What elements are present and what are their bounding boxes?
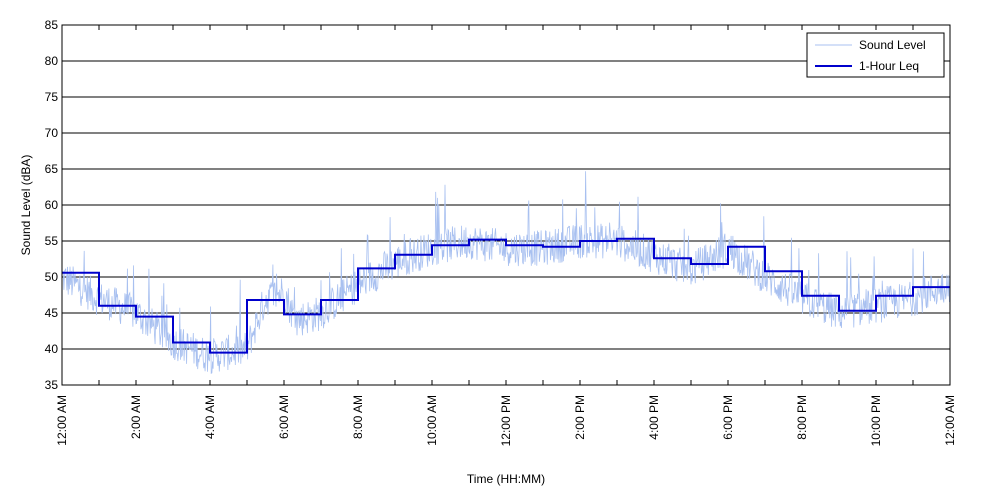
y-tick-label: 65 xyxy=(45,162,59,176)
x-tick-label: 12:00 AM xyxy=(55,395,69,446)
y-tick-label: 35 xyxy=(45,378,59,392)
x-tick-labels: 12:00 AM 2:00 AM 4:00 AM 6:00 AM 8:00 AM 10:0… xyxy=(55,395,957,446)
x-axis-title: Time (HH:MM) xyxy=(467,472,545,486)
x-tick-label: 6:00 PM xyxy=(721,395,735,440)
y-tick-label: 40 xyxy=(45,342,59,356)
x-tick-label: 6:00 AM xyxy=(277,395,291,439)
x-tick-label: 10:00 PM xyxy=(869,395,883,446)
y-tick-label: 70 xyxy=(45,126,59,140)
legend-label-leq: 1-Hour Leq xyxy=(859,59,919,73)
y-tick-label: 45 xyxy=(45,306,59,320)
x-tick-label: 10:00 AM xyxy=(425,395,439,446)
x-tick-label: 2:00 PM xyxy=(573,395,587,440)
y-tick-label: 60 xyxy=(45,198,59,212)
x-tick-label: 12:00 AM xyxy=(943,395,957,446)
x-tick-label: 12:00 PM xyxy=(499,395,513,446)
series-1-hour-leq-line xyxy=(62,237,950,354)
x-tick-label: 8:00 PM xyxy=(795,395,809,440)
y-tick-label: 80 xyxy=(45,54,59,68)
x-tick-label: 4:00 AM xyxy=(203,395,217,439)
x-tick-label: 8:00 AM xyxy=(351,395,365,439)
x-ticks xyxy=(61,25,951,385)
y-axis-title: Sound Level (dBA) xyxy=(19,155,33,256)
legend-label-sound-level: Sound Level xyxy=(859,38,926,52)
x-tick-label: 2:00 AM xyxy=(129,395,143,439)
plot-frame xyxy=(61,24,951,386)
legend-box xyxy=(806,32,945,78)
y-tick-label: 50 xyxy=(45,270,59,284)
x-tick-label: 4:00 PM xyxy=(647,395,661,440)
y-tick-label: 75 xyxy=(45,90,59,104)
legend: Sound Level 1-Hour Leq xyxy=(806,32,945,78)
y-tick-label: 85 xyxy=(45,18,59,32)
series-layer xyxy=(61,171,951,374)
y-tick-labels: 35 40 45 50 55 60 65 70 75 80 85 xyxy=(45,18,59,392)
y-tick-label: 55 xyxy=(45,234,59,248)
